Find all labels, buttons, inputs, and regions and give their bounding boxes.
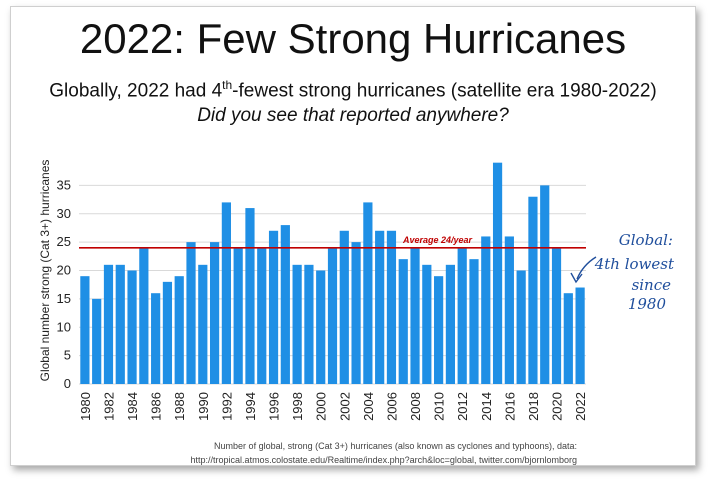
x-tick-label: 1986	[149, 392, 164, 421]
bar	[481, 236, 491, 384]
x-tick-label: 2014	[479, 392, 494, 421]
bar	[268, 230, 279, 384]
bar	[162, 281, 173, 384]
bar	[445, 264, 456, 384]
bar	[151, 293, 161, 384]
bar	[516, 270, 526, 384]
source-line-2: http://tropical.atmos.colostate.edu/Real…	[190, 455, 577, 465]
bar	[363, 202, 373, 384]
bar	[434, 276, 444, 384]
bar	[563, 293, 573, 384]
y-tick-label: 0	[64, 376, 71, 391]
handwritten-annotation-line: since	[632, 276, 672, 294]
x-tick-label: 2010	[432, 392, 447, 421]
bar	[174, 276, 184, 384]
bar	[198, 264, 208, 384]
bar	[209, 242, 220, 384]
bar	[304, 264, 314, 384]
arrow-head-icon	[570, 272, 583, 284]
x-tick-label: 2018	[526, 392, 541, 421]
bar	[127, 270, 137, 384]
handwritten-annotation-line: 4th lowest	[594, 255, 675, 273]
slide: 2022: Few Strong Hurricanes Globally, 20…	[10, 6, 696, 466]
x-tick-label: 1982	[101, 392, 116, 421]
bar	[327, 247, 338, 384]
y-axis-label: Global number strong (Cat 3+) hurricanes	[38, 160, 52, 382]
bar	[339, 230, 349, 384]
x-tick-label: 1988	[172, 392, 187, 421]
y-tick-label: 20	[57, 263, 71, 278]
bar	[245, 208, 255, 384]
subtitle-main: Globally, 2022 had 4	[49, 80, 223, 102]
bar	[280, 225, 290, 384]
subtitle-rest: -fewest strong hurricanes (satellite era…	[232, 80, 657, 102]
y-tick-label: 25	[57, 234, 71, 249]
bar	[292, 264, 302, 384]
bar	[422, 264, 432, 384]
bar	[540, 185, 550, 384]
source-note: Number of global, strong (Cat 3+) hurric…	[191, 439, 577, 467]
x-tick-label: 1998	[290, 392, 305, 421]
bar	[528, 196, 538, 384]
slide-subtitle: Globally, 2022 had 4th-fewest strong hur…	[11, 78, 695, 102]
bar	[92, 298, 102, 384]
arrow-line	[576, 256, 597, 280]
bar	[103, 264, 114, 384]
bar	[351, 242, 361, 384]
average-label: Average 24/year	[402, 235, 473, 245]
x-tick-label: 2004	[361, 392, 376, 421]
x-tick-label: 2000	[314, 392, 329, 421]
x-tick-label: 1990	[196, 392, 211, 421]
x-tick-label: 1980	[78, 392, 93, 421]
handwritten-annotation-line: Global:	[619, 231, 673, 249]
bar	[551, 247, 562, 384]
x-tick-label: 2016	[502, 392, 517, 421]
y-tick-label: 15	[57, 291, 71, 306]
bar	[316, 270, 326, 384]
handwritten-annotation-line: 1980	[628, 295, 667, 313]
x-tick-label: 1996	[267, 392, 282, 421]
x-tick-label: 2012	[455, 392, 470, 421]
x-tick-label: 1992	[219, 392, 234, 421]
bar-chart: 0 5 10 15 20 25 30 35 Global number strong (Cat …	[38, 160, 675, 421]
bar	[221, 202, 231, 384]
bar	[186, 242, 196, 384]
bar	[575, 287, 585, 384]
x-tick-label: 2006	[384, 392, 399, 421]
bar	[139, 247, 149, 384]
x-tick-label: 2020	[550, 392, 565, 421]
x-tick-label: 2008	[408, 392, 423, 421]
bar	[504, 236, 514, 384]
x-tick-label: 2022	[573, 392, 588, 421]
bar	[398, 259, 408, 384]
bar	[457, 247, 467, 384]
slide-title: 2022: Few Strong Hurricanes	[79, 15, 627, 62]
bar	[257, 247, 267, 384]
bar	[386, 230, 397, 384]
y-tick-label: 10	[57, 319, 71, 334]
bar	[375, 230, 385, 384]
x-tick-label: 2002	[337, 392, 352, 421]
bar	[115, 264, 125, 384]
subtitle-sup: th	[222, 78, 233, 92]
slide-question: Did you see that reported anywhere?	[197, 105, 509, 126]
bar	[469, 259, 479, 384]
bar	[410, 247, 420, 384]
source-line-1: Number of global, strong (Cat 3+) hurric…	[214, 441, 577, 451]
y-tick-label: 30	[57, 206, 71, 221]
bar	[80, 276, 90, 384]
bar	[492, 162, 503, 384]
y-tick-label: 5	[64, 348, 71, 363]
y-tick-label: 35	[57, 177, 71, 192]
bar	[233, 247, 243, 384]
x-tick-label: 1994	[243, 392, 258, 421]
x-tick-label: 1984	[125, 392, 140, 421]
